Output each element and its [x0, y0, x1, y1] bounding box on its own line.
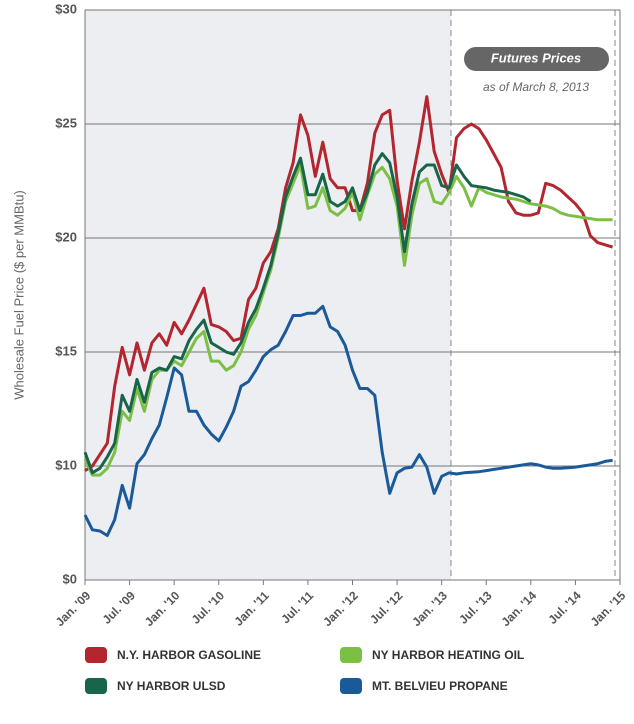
y-tick-label: $25 [55, 115, 77, 130]
series-line [83, 152, 532, 475]
y-tick-label: $15 [55, 343, 77, 358]
legend-label: MT. BELVIEU PROPANE [372, 679, 508, 693]
x-tick-label: Jan. '15 [588, 588, 629, 629]
x-tick-label: Jul. '12 [367, 588, 406, 627]
legend-swatch [85, 647, 107, 663]
x-tick-label: Jan. '09 [53, 588, 94, 629]
x-tick-label: Jan. '12 [320, 588, 361, 629]
y-tick-label: $0 [63, 571, 77, 586]
series-line [83, 304, 613, 537]
legend-swatch [85, 678, 107, 694]
legend-label: N.Y. HARBOR GASOLINE [117, 648, 261, 662]
legend-swatch [340, 647, 362, 663]
x-tick-label: Jul. '10 [189, 588, 228, 627]
y-tick-label: $10 [55, 457, 77, 472]
x-tick-label: Jul. '11 [278, 588, 316, 626]
annotation-pill [464, 47, 609, 71]
x-tick-label: Jul. '13 [456, 588, 495, 627]
x-tick-label: Jul. '14 [545, 588, 584, 627]
annotation: Futures Prices [491, 50, 581, 65]
y-axis-label: Wholesale Fuel Price ($ per MMBtu) [11, 190, 26, 400]
x-tick-label: Jan. '10 [142, 588, 183, 629]
legend-swatch [340, 678, 362, 694]
legend-label: NY HARBOR ULSD [117, 679, 226, 693]
x-tick-label: Jan. '14 [499, 588, 540, 629]
x-tick-label: Jan. '13 [409, 588, 450, 629]
history-shade [85, 10, 451, 580]
y-tick-label: $30 [55, 1, 77, 16]
y-tick-label: $20 [55, 229, 77, 244]
legend-label: NY HARBOR HEATING OIL [372, 648, 524, 662]
x-tick-label: Jul. '09 [100, 588, 139, 627]
annotation: as of March 8, 2013 [483, 80, 589, 94]
series-line [83, 163, 613, 477]
x-tick-label: Jan. '11 [231, 588, 271, 628]
